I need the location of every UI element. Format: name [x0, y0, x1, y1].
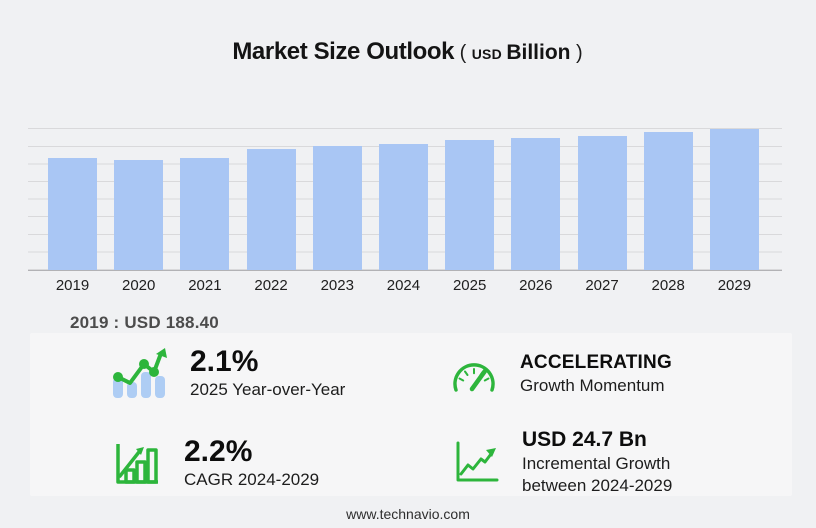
framed-bar-chart-icon [110, 438, 162, 488]
stats-panel: 2.1% 2025 Year-over-Year ACCELERATING Gr… [30, 333, 792, 496]
bar-chart-bars [28, 125, 782, 270]
x-axis-label-2024: 2024 [386, 277, 421, 294]
speedometer-icon [450, 354, 498, 394]
incremental-label-line2: between 2024-2029 [522, 476, 673, 495]
stat-incremental-growth: USD 24.7 Bn Incremental Growth between 2… [450, 427, 672, 497]
yoy-label: 2025 Year-over-Year [190, 380, 346, 399]
bar-trend-up-icon [110, 346, 168, 400]
yoy-value: 2.1% [190, 345, 259, 378]
growth-line-icon [450, 438, 500, 486]
bar-chart-plot-area [28, 125, 782, 271]
title-text: Market Size Outlook [232, 38, 455, 65]
momentum-label: Growth Momentum [520, 376, 665, 395]
bar-2029 [709, 129, 759, 270]
base-year-value-annotation: 2019 : USD 188.40 [70, 313, 219, 332]
x-axis-label-2025: 2025 [452, 277, 487, 294]
stat-yoy-growth: 2.1% 2025 Year-over-Year [110, 345, 345, 401]
bar-2019 [48, 158, 97, 270]
bar-2020 [114, 160, 164, 270]
bar-2028 [643, 132, 693, 270]
cagr-label: CAGR 2024-2029 [184, 470, 320, 489]
bar-2027 [577, 136, 627, 270]
bar-2022 [246, 149, 296, 270]
page-title: Market Size Outlook ( USD Billion ) [0, 38, 816, 66]
title-paren-open: ( [459, 42, 467, 64]
bar-2024 [378, 144, 428, 270]
x-axis-label-2028: 2028 [651, 277, 685, 294]
x-axis-label-2026: 2026 [519, 277, 553, 294]
bar-chart-x-axis-labels: 2019 2020 2021 2022 2023 2024 2025 2026 2027 2028… [28, 277, 782, 294]
title-unit-abbr: USD [471, 46, 502, 62]
title-unit: Billion [506, 41, 571, 64]
momentum-value: ACCELERATING [520, 352, 672, 373]
incremental-value: USD 24.7 Bn [522, 428, 647, 451]
x-axis-label-2021: 2021 [188, 277, 222, 294]
incremental-label-line1: Incremental Growth [522, 454, 671, 473]
title-paren-close: ) [575, 42, 583, 64]
x-axis-label-2027: 2027 [585, 277, 619, 294]
bar-2025 [445, 140, 495, 270]
x-axis-label-2022: 2022 [254, 277, 288, 294]
x-axis-label-2029: 2029 [717, 277, 752, 294]
bar-2023 [312, 146, 362, 270]
stat-growth-momentum: ACCELERATING Growth Momentum [450, 351, 672, 397]
bar-2021 [180, 158, 230, 270]
website-link[interactable]: www.technavio.com [346, 506, 470, 522]
stat-cagr: 2.2% CAGR 2024-2029 [110, 435, 319, 491]
x-axis-label-2023: 2023 [320, 277, 354, 294]
x-axis-label-2019: 2019 [55, 277, 90, 294]
cagr-value: 2.2% [184, 435, 253, 468]
x-axis-label-2020: 2020 [122, 277, 156, 294]
bar-2026 [511, 138, 561, 270]
